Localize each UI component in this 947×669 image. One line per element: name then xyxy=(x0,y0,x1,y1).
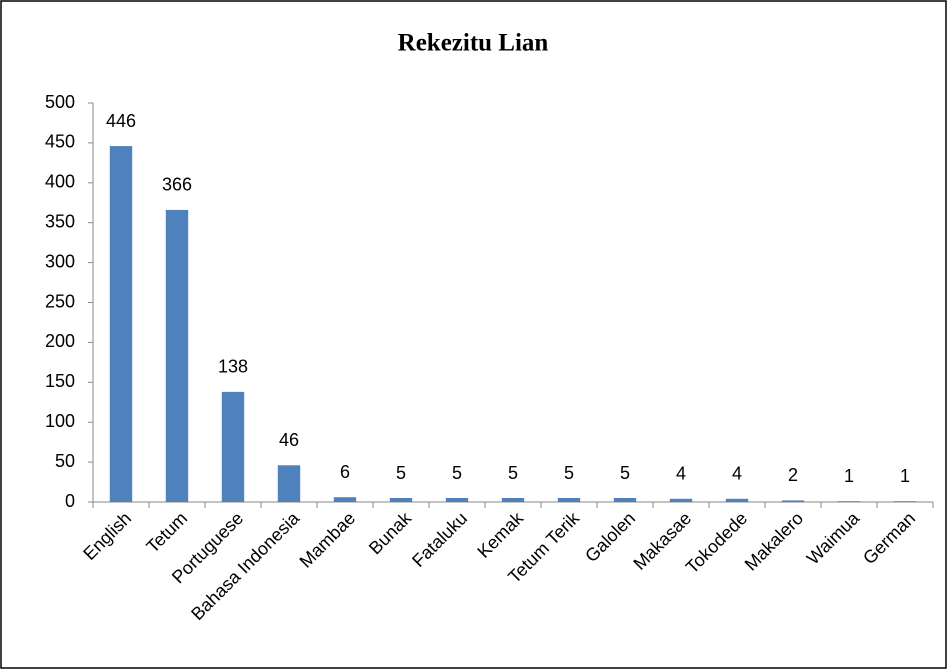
y-tick-label: 100 xyxy=(45,411,75,431)
data-label: 4 xyxy=(732,464,742,484)
chart-title: Rekezitu Lian xyxy=(398,30,549,57)
bar xyxy=(389,498,413,502)
data-label: 5 xyxy=(396,463,406,483)
y-tick-label: 200 xyxy=(45,331,75,351)
data-label: 138 xyxy=(218,357,248,377)
data-label: 5 xyxy=(508,463,518,483)
y-tick-label: 150 xyxy=(45,371,75,391)
data-label: 1 xyxy=(900,466,910,486)
bar xyxy=(557,498,581,502)
bar xyxy=(445,498,469,502)
data-label: 4 xyxy=(676,464,686,484)
bar xyxy=(669,498,693,502)
y-tick-label: 350 xyxy=(45,211,75,231)
data-label: 5 xyxy=(564,463,574,483)
bar xyxy=(837,501,861,502)
y-tick-label: 500 xyxy=(45,92,75,112)
y-tick-label: 450 xyxy=(45,132,75,152)
data-label: 5 xyxy=(452,463,462,483)
bar xyxy=(613,498,637,502)
bar xyxy=(781,500,805,502)
data-label: 5 xyxy=(620,463,630,483)
bar xyxy=(109,146,133,503)
data-label: 446 xyxy=(106,111,136,131)
bar xyxy=(725,498,749,502)
bar xyxy=(277,465,301,502)
bar xyxy=(221,391,245,502)
y-tick-label: 250 xyxy=(45,291,75,311)
bar xyxy=(501,498,525,502)
data-label: 1 xyxy=(844,466,854,486)
y-tick-label: 50 xyxy=(55,451,75,471)
data-label: 46 xyxy=(279,430,299,450)
bar xyxy=(333,497,357,502)
bar xyxy=(893,501,917,502)
data-label: 2 xyxy=(788,465,798,485)
y-tick-label: 300 xyxy=(45,251,75,271)
data-label: 6 xyxy=(340,462,350,482)
y-tick-label: 0 xyxy=(65,491,75,511)
bar xyxy=(165,209,189,502)
data-label: 366 xyxy=(162,175,192,195)
y-tick-label: 400 xyxy=(45,172,75,192)
